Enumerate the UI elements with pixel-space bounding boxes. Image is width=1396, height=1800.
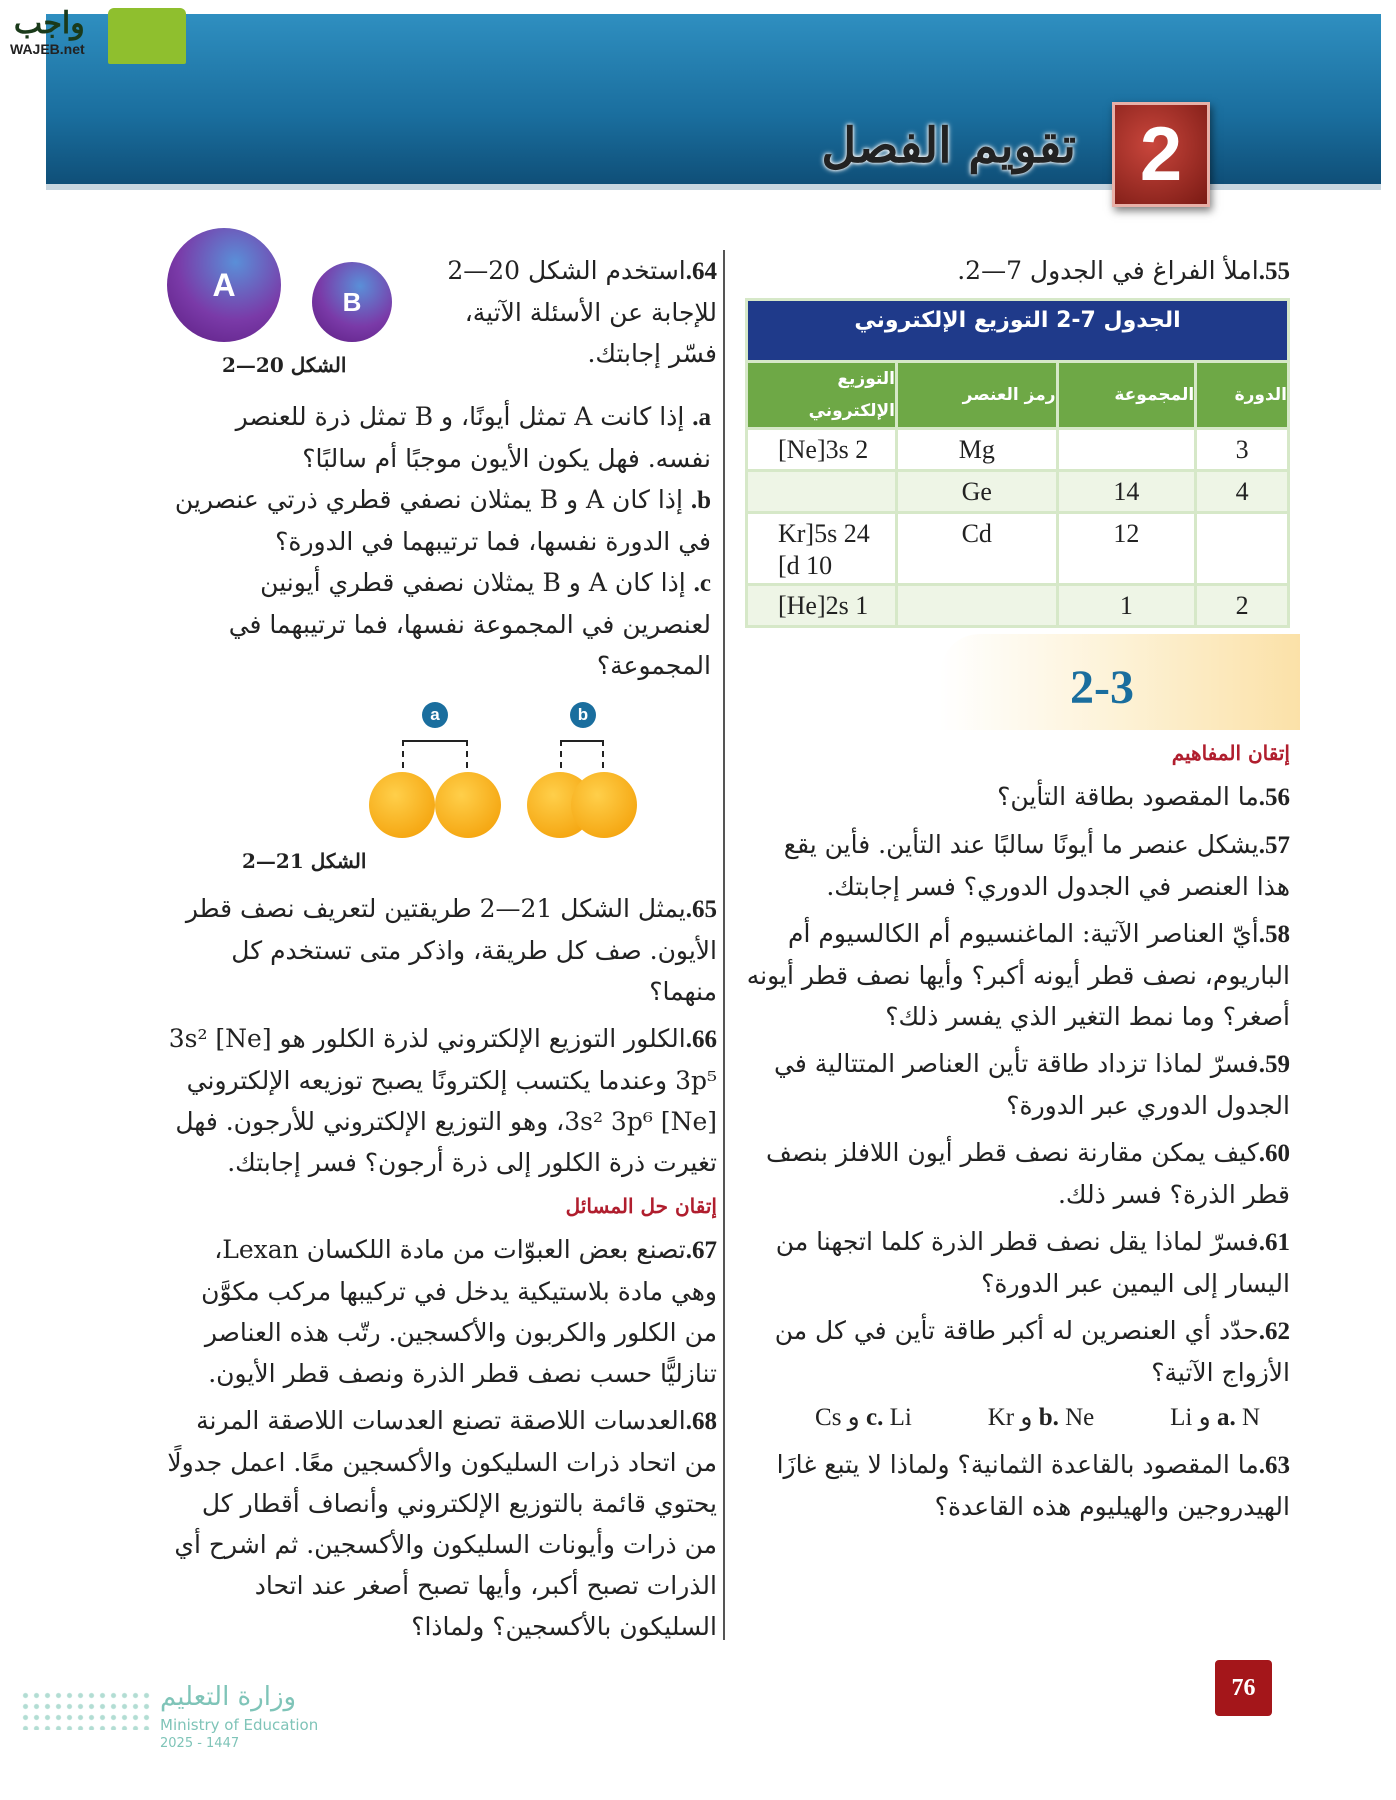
label-a: a: [422, 702, 448, 728]
left-column: 64.استخدم الشكل 20—2 للإجابة عن الأسئلة …: [165, 250, 717, 1653]
book-icon: [108, 8, 186, 64]
question-57: 57.يشكل عنصر ما أيونًا سالبًا عند التأين…: [783, 830, 1290, 901]
logo-sub: WAJEB.net: [10, 41, 85, 57]
page-number: 76: [1215, 1660, 1272, 1716]
atom: [435, 772, 501, 838]
wajeb-logo[interactable]: واجب WAJEB.net: [10, 6, 85, 57]
concepts-heading: إتقان المفاهيم: [1171, 741, 1290, 765]
table-title: الجدول 7-2 التوزيع الإلكتروني: [745, 298, 1290, 363]
figure-20-space: [165, 250, 410, 390]
table-row: 4 14 Ge: [745, 469, 1290, 514]
dimension-b: [560, 740, 604, 790]
section-banner: [940, 634, 1300, 730]
question-65: 65.يمثل الشكل 21—2 طريقتين لتعريف نصف قط…: [185, 894, 717, 1006]
label-b: b: [570, 702, 596, 728]
question-62: 62.حدّد أي العنصرين له أكبر طاقة تأين في…: [745, 1310, 1290, 1438]
electron-config-table: الجدول 7-2 التوزيع الإلكتروني الدورة المج…: [745, 298, 1290, 628]
column-divider: [723, 250, 725, 1640]
question-68: 68.العدسات اللاصقة تصنع العدسات اللاصقة …: [167, 1406, 717, 1641]
question-56: 56.ما المقصود بطاقة التأين؟: [997, 782, 1290, 811]
col-header: التوزيع الإلكتروني: [745, 360, 898, 430]
ministry-name-ar: وزارة التعليم: [160, 1682, 297, 1712]
question-64: 64.استخدم الشكل 20—2 للإجابة عن الأسئلة …: [447, 256, 717, 368]
col-header: رمز العنصر: [895, 360, 1059, 430]
atom: [369, 772, 435, 838]
chapter-number: 2: [1112, 102, 1210, 207]
page-title: تقويم الفصل: [821, 118, 1076, 174]
option-c: c. Li و Cs: [815, 1404, 912, 1431]
question-66: 66.الكلور التوزيع الإلكتروني لذرة الكلور…: [168, 1024, 717, 1177]
sphere-a: A: [167, 228, 281, 342]
figure-20-caption: الشكل 20—2: [222, 353, 347, 377]
option-b: b. Ne و Kr: [987, 1404, 1095, 1431]
logo-text: واجب: [13, 7, 85, 40]
ministry-emblem: [20, 1690, 150, 1730]
ministry-name-en: Ministry of Education: [160, 1716, 319, 1734]
question-60: 60.كيف يمكن مقارنة نصف قطر أيون اللافلز …: [765, 1138, 1290, 1209]
col-header: الدورة: [1194, 360, 1290, 430]
question-55: 55.املأ الفراغ في الجدول 7—2.: [957, 256, 1290, 285]
dimension-a: [402, 740, 468, 790]
sub-b: b. إذا كان A و B يمثلان نصفي قطري ذرتي ع…: [174, 485, 711, 556]
table-row: 3 Mg [Ne]3s 2: [745, 427, 1290, 472]
problems-heading: إتقان حل المسائل: [565, 1194, 717, 1218]
table-row: 2 1 [He]2s 1: [745, 583, 1290, 628]
atom: [571, 772, 637, 838]
sub-a: a. إذا كانت A تمثل أيونًا، و B تمثل ذرة …: [235, 402, 711, 473]
option-a: a. N و Li: [1170, 1404, 1260, 1431]
section-number: 2-3: [1070, 661, 1134, 714]
sphere-b: B: [312, 262, 392, 342]
question-64-subs: a. إذا كانت A تمثل أيونًا، و B تمثل ذرة …: [165, 396, 717, 686]
question-67: 67.تصنع بعض العبوّات من مادة اللكسان Lex…: [201, 1235, 717, 1388]
ministry-year: 2025 - 1447: [160, 1736, 240, 1751]
section-banner-wrap: 2-3: [745, 634, 1300, 730]
col-header: المجموعة: [1055, 360, 1198, 430]
table-row: 12 Cd Kr]5s 24 [d 10: [745, 511, 1290, 586]
question-61: 61.فسرّ لماذا يقل نصف قطر الذرة كلما اتج…: [775, 1227, 1290, 1298]
figure-21: a b الشكل 21—2: [165, 692, 717, 882]
question-58: 58.أيّ العناصر الآتية: الماغنسيوم أم الك…: [746, 919, 1290, 1031]
right-column: 55.املأ الفراغ في الجدول 7—2. الجدول 7-2…: [745, 250, 1300, 1533]
question-59: 59.فسرّ لماذا تزداد طاقة تأين العناصر ال…: [774, 1049, 1290, 1120]
sub-c: c. إذا كان A و B يمثلان نصفي قطري أيونين…: [228, 568, 711, 680]
question-63: 63.ما المقصود بالقاعدة الثمانية؟ ولماذا …: [776, 1450, 1290, 1521]
figure-21-caption: الشكل 21—2: [242, 849, 367, 873]
